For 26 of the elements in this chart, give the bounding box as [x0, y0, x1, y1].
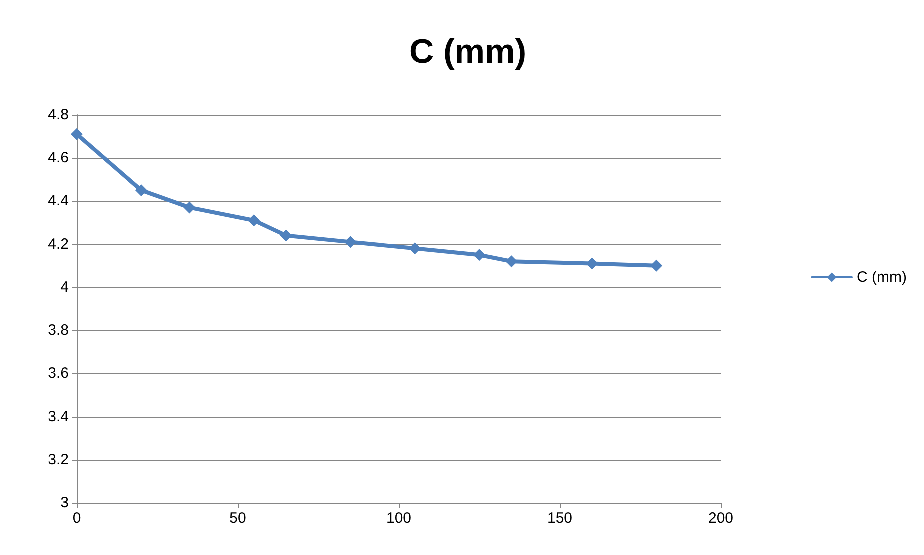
x-tick-label: 0 — [72, 510, 82, 527]
chart-title: C (mm) — [409, 33, 527, 71]
point — [280, 230, 292, 242]
point — [184, 202, 196, 214]
point — [71, 128, 83, 140]
y-tick-label: 3.2 — [48, 451, 69, 468]
x-tick-label: 100 — [386, 510, 412, 527]
y-tick-label: 4.2 — [48, 236, 69, 253]
point — [135, 184, 148, 196]
legend-label: C (mm) — [857, 269, 908, 286]
y-tick-label: 3.8 — [48, 322, 69, 340]
point — [409, 242, 422, 255]
x-tick-label: 50 — [230, 510, 246, 527]
point — [474, 249, 486, 262]
point — [248, 214, 260, 227]
x-tick-label: 150 — [547, 510, 573, 527]
y-tick-label: 3.6 — [48, 365, 69, 382]
y-tick-label: 4 — [60, 278, 69, 296]
y-tick-label: 4.8 — [48, 106, 69, 124]
x-tick-label: 200 — [708, 510, 734, 527]
y-tick-label: 4.4 — [48, 192, 69, 210]
point — [650, 260, 663, 272]
y-tick-label: 3.4 — [48, 408, 69, 426]
y-tick-label: 4.6 — [48, 150, 69, 167]
y-tick-label: 3 — [60, 494, 69, 512]
point — [344, 236, 357, 248]
